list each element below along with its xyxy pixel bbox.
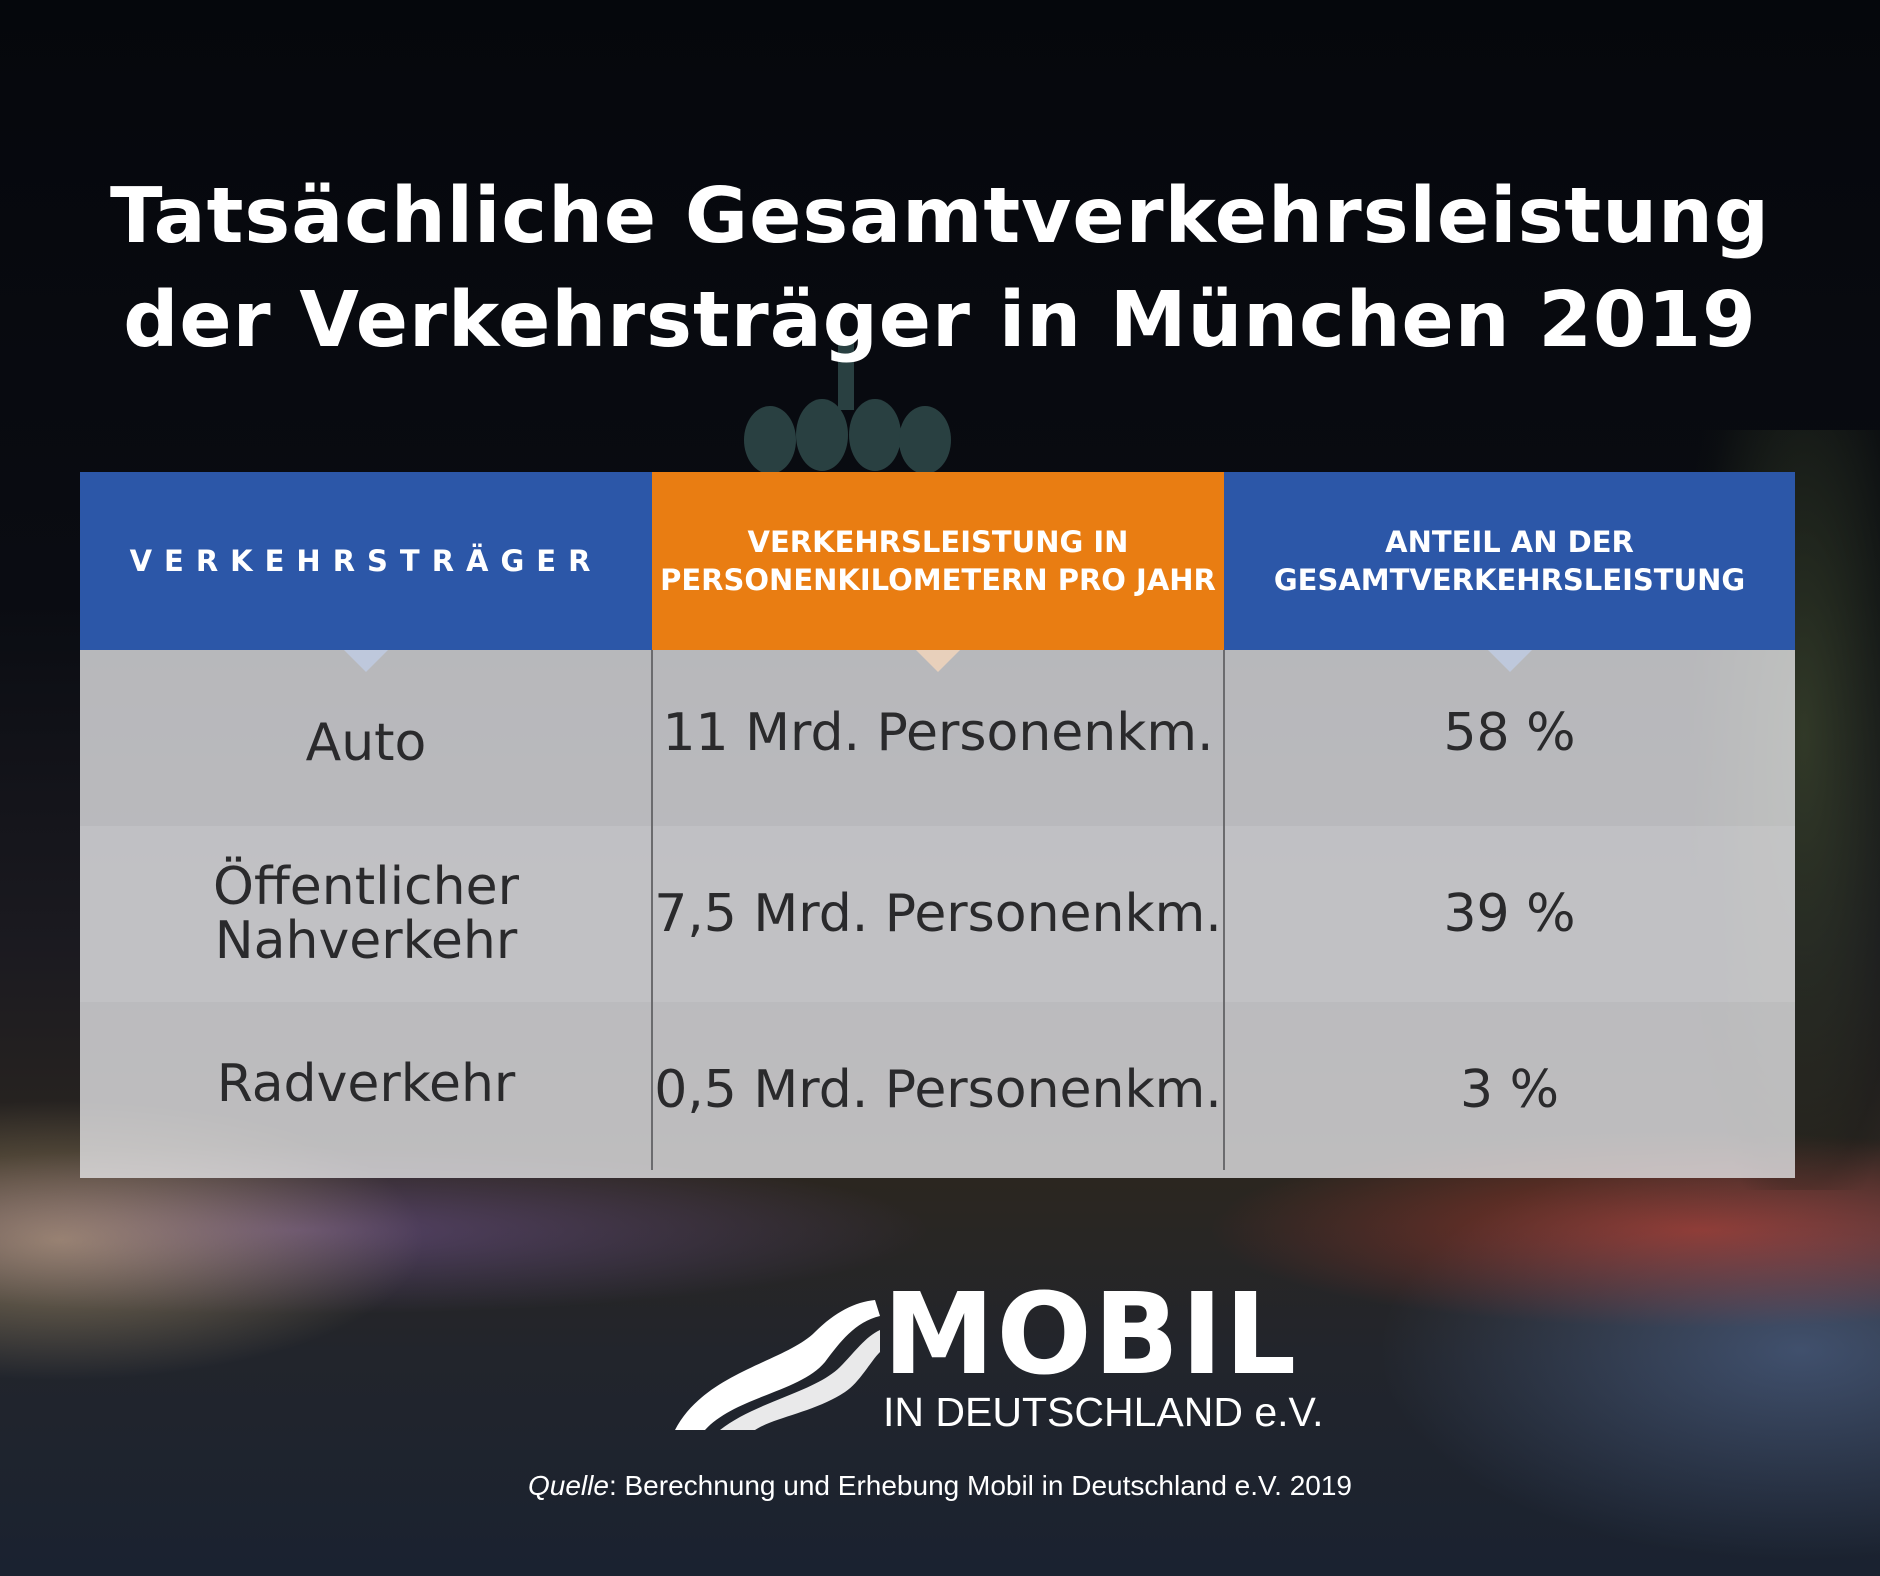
source-label: Quelle	[528, 1470, 609, 1501]
mode-label: Auto	[305, 713, 427, 773]
column-divider	[1223, 650, 1225, 1170]
cell-mode-rad: Radverkehr	[80, 996, 652, 1172]
table-body: Auto 11 Mrd. Personenkm. 58 % Öffentlich…	[80, 650, 1795, 1178]
cell-share-auto: 58 %	[1443, 703, 1576, 763]
source-text: : Berechnung und Erhebung Mobil in Deuts…	[608, 1470, 1352, 1501]
cell-mode-auto: Auto	[80, 660, 652, 826]
mode-label-line2: Nahverkehr	[214, 911, 518, 971]
cell-value-rad: 0,5 Mrd. Personenkm.	[654, 1060, 1222, 1120]
page-title: Tatsächliche Gesamtverkehrsleistung der …	[0, 165, 1880, 373]
header-col2-line1: VERKEHRSLEISTUNG IN	[747, 525, 1129, 559]
cell-share-oepnv: 39 %	[1443, 884, 1576, 944]
data-table: VERKEHRSTRÄGER VERKEHRSLEISTUNG IN PERSO…	[80, 472, 1795, 1178]
header-verkehrstraeger: VERKEHRSTRÄGER	[80, 472, 652, 672]
column-divider	[651, 650, 653, 1170]
header-col3-line2: GESAMTVERKEHRSLEISTUNG	[1273, 563, 1746, 597]
cell-mode-oepnv: Öffentlicher Nahverkehr	[80, 826, 652, 1002]
quadriga-statue	[744, 340, 951, 474]
cell-share-rad: 3 %	[1459, 1060, 1560, 1120]
cell-value-auto: 11 Mrd. Personenkm.	[662, 703, 1214, 763]
title-line-2: der Verkehrsträger in München 2019	[123, 276, 1757, 365]
source-note: Quelle: Berechnung und Erhebung Mobil in…	[0, 1470, 1880, 1502]
road-logo-icon	[675, 1300, 880, 1430]
header-col3-line1: ANTEIL AN DER	[1385, 525, 1634, 559]
mode-label: Radverkehr	[216, 1054, 516, 1114]
title-line-1: Tatsächliche Gesamtverkehrsleistung	[110, 172, 1770, 261]
header-verkehrsleistung: VERKEHRSLEISTUNG IN PERSONENKILOMETERN P…	[652, 472, 1224, 672]
logo-subtitle: IN DEUTSCHLAND e.V.	[883, 1389, 1324, 1435]
header-col2-line2: PERSONENKILOMETERN PRO JAHR	[660, 563, 1216, 597]
header-col1-label: VERKEHRSTRÄGER	[129, 544, 603, 578]
cell-value-oepnv: 7,5 Mrd. Personenkm.	[654, 884, 1222, 944]
logo-wordmark: MOBIL	[883, 1270, 1299, 1400]
mode-label-line1: Öffentlicher	[213, 857, 519, 917]
header-anteil: ANTEIL AN DER GESAMTVERKEHRSLEISTUNG	[1224, 472, 1795, 672]
table-row	[80, 826, 1795, 1002]
